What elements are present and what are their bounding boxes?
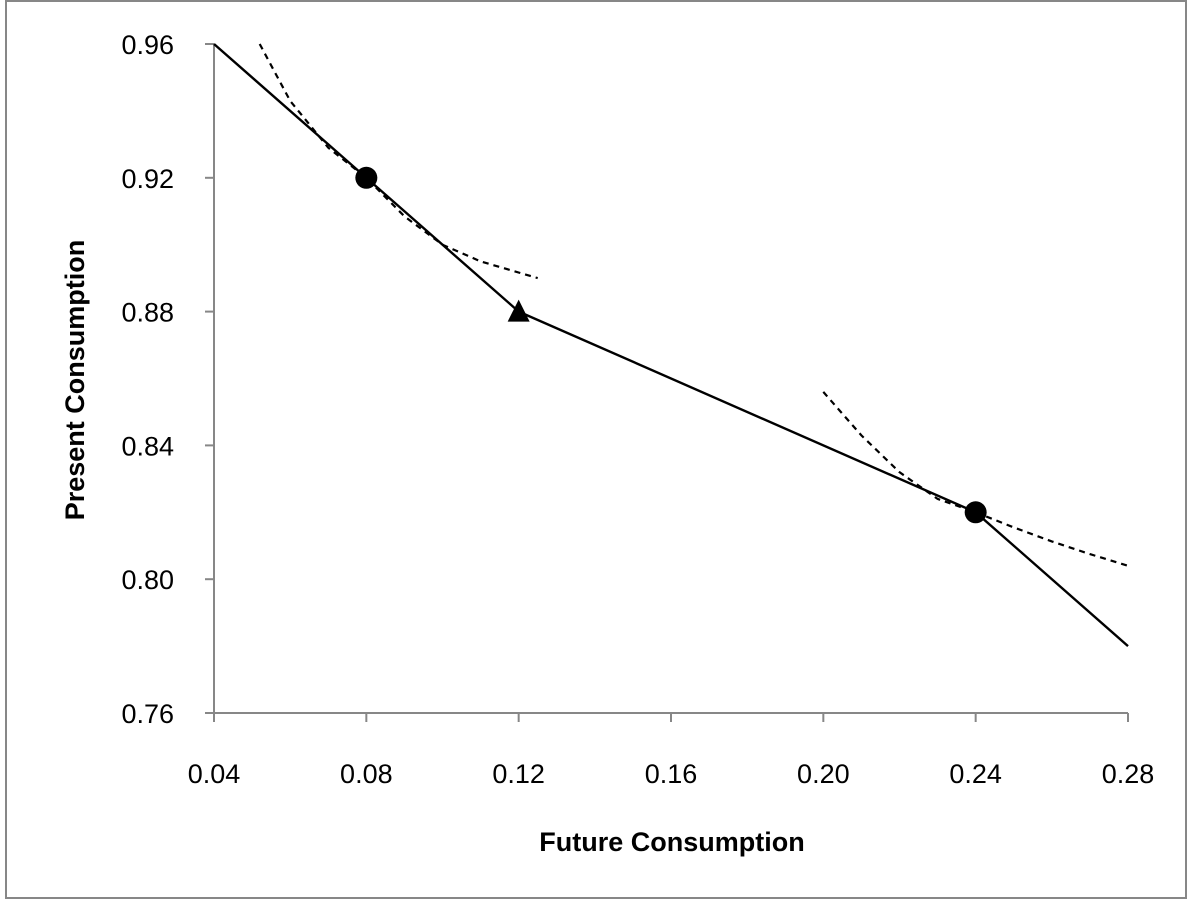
x-tick-label: 0.28 bbox=[1102, 759, 1155, 789]
y-tick-label: 0.80 bbox=[121, 565, 174, 595]
x-tick-label: 0.08 bbox=[340, 759, 393, 789]
y-axis-title: Present Consumption bbox=[60, 240, 90, 521]
y-tick-label: 0.84 bbox=[121, 431, 174, 461]
x-axis-ticks: 0.04 0.08 0.12 0.16 0.20 0.24 0.28 bbox=[188, 713, 1155, 789]
x-tick-label: 0.24 bbox=[949, 759, 1002, 789]
indifference-curve-1 bbox=[258, 43, 539, 280]
circle-marker bbox=[964, 501, 987, 524]
y-tick-label: 0.92 bbox=[121, 164, 174, 194]
y-tick-label: 0.88 bbox=[121, 298, 174, 328]
x-tick-label: 0.04 bbox=[188, 759, 241, 789]
chart-frame bbox=[5, 0, 1187, 899]
circle-marker bbox=[355, 166, 378, 189]
y-tick-label: 0.96 bbox=[121, 30, 174, 60]
x-axis-title: Future Consumption bbox=[539, 827, 804, 857]
x-tick-label: 0.16 bbox=[645, 759, 698, 789]
y-axis-ticks: 0.76 0.80 0.84 0.88 0.92 0.96 bbox=[121, 30, 214, 729]
triangle-marker bbox=[507, 299, 530, 322]
x-tick-label: 0.12 bbox=[492, 759, 545, 789]
points-layer bbox=[355, 166, 987, 524]
x-tick-label: 0.20 bbox=[797, 759, 850, 789]
y-tick-label: 0.76 bbox=[121, 699, 174, 729]
